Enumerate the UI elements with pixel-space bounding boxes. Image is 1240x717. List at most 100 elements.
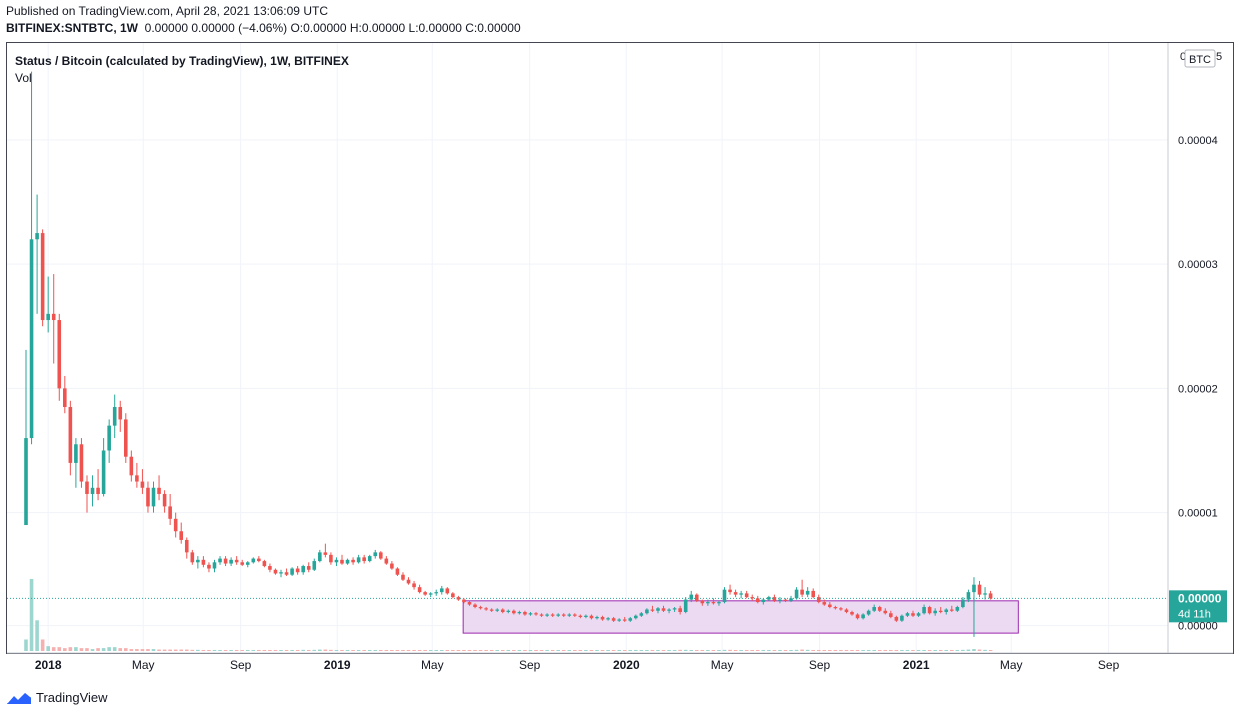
candle bbox=[362, 554, 366, 564]
time-axis-label: 2019 bbox=[324, 658, 351, 672]
candle-body bbox=[162, 493, 167, 507]
candle bbox=[556, 613, 560, 617]
candle-body bbox=[600, 616, 605, 620]
candle-body bbox=[811, 590, 816, 598]
candle bbox=[938, 607, 943, 614]
volume-bar bbox=[268, 650, 272, 651]
last-price-badge bbox=[1169, 590, 1227, 623]
candle-body bbox=[245, 562, 250, 565]
candle bbox=[173, 512, 178, 538]
candle bbox=[889, 610, 893, 619]
volume-bar bbox=[74, 647, 78, 651]
candle-body bbox=[157, 487, 161, 494]
volume-bar bbox=[988, 650, 993, 651]
candle-body bbox=[977, 584, 982, 595]
last-price-label: 0.00000 bbox=[1178, 591, 1222, 605]
volume-bar bbox=[334, 650, 339, 651]
candle bbox=[284, 568, 289, 576]
candle bbox=[229, 557, 233, 567]
tradingview-brand[interactable]: TradingView bbox=[6, 690, 108, 705]
candle-body bbox=[262, 561, 267, 567]
candle-body bbox=[528, 613, 533, 615]
candle bbox=[728, 584, 732, 595]
time-axis-label: Sep bbox=[1098, 658, 1120, 672]
candle bbox=[933, 608, 937, 616]
volume-bar bbox=[434, 650, 439, 651]
volume-bar bbox=[157, 649, 161, 651]
candle bbox=[789, 595, 793, 603]
candle-body bbox=[90, 487, 95, 494]
volume-bar bbox=[589, 650, 594, 651]
candle bbox=[877, 605, 882, 613]
candle bbox=[822, 599, 827, 606]
volume-bar bbox=[184, 649, 189, 651]
volume-bar bbox=[412, 650, 416, 651]
volume-bar bbox=[229, 650, 233, 651]
candle bbox=[584, 614, 588, 619]
candle-body bbox=[578, 615, 583, 617]
volume-bar bbox=[866, 650, 871, 651]
candle-body bbox=[85, 481, 89, 494]
volume-bar bbox=[828, 650, 832, 651]
price-axis-label: 0.00002 bbox=[1178, 383, 1218, 395]
symbol-label: BITFINEX:SNTBTC, 1W bbox=[6, 21, 138, 35]
volume-bar bbox=[556, 650, 560, 651]
volume-bar bbox=[855, 650, 860, 651]
candle-body bbox=[866, 610, 871, 615]
candle bbox=[927, 605, 932, 615]
time-axis-label: Sep bbox=[809, 658, 831, 672]
candle bbox=[523, 610, 527, 616]
candle-body bbox=[606, 618, 610, 620]
last-price-line-layer: 0.00000 4d 11h bbox=[7, 590, 1227, 623]
candle-body bbox=[240, 562, 245, 565]
volume-bar bbox=[29, 579, 34, 651]
candle bbox=[534, 612, 538, 616]
legend-vol: Vol bbox=[15, 71, 32, 85]
candle bbox=[988, 590, 993, 600]
volume-bar bbox=[500, 650, 505, 651]
candle bbox=[96, 469, 100, 501]
candle bbox=[545, 613, 549, 617]
candle bbox=[949, 605, 954, 613]
candle bbox=[645, 608, 649, 615]
candle-body bbox=[567, 614, 572, 616]
volume-bar bbox=[340, 650, 344, 651]
candle bbox=[678, 605, 682, 615]
volume-bar bbox=[118, 648, 123, 651]
candle-body bbox=[550, 614, 555, 616]
volume-bar bbox=[700, 650, 705, 651]
candle bbox=[722, 587, 727, 604]
candle-body bbox=[922, 607, 926, 614]
candle bbox=[711, 598, 716, 605]
candle-body bbox=[63, 388, 67, 408]
candle bbox=[656, 607, 660, 614]
time-axis-label: May bbox=[1000, 658, 1023, 672]
candle bbox=[900, 614, 904, 622]
volume-bar bbox=[373, 650, 378, 651]
volume-bar bbox=[273, 650, 278, 651]
candle-body bbox=[872, 607, 876, 611]
candle bbox=[484, 607, 488, 611]
volume-bar bbox=[595, 650, 599, 651]
candle-body bbox=[717, 602, 721, 604]
volume-bar bbox=[318, 649, 322, 651]
candle bbox=[306, 562, 311, 573]
candle-body bbox=[916, 613, 921, 616]
candle-body bbox=[573, 614, 577, 616]
candle bbox=[279, 569, 283, 578]
candle bbox=[401, 572, 405, 581]
candle-body bbox=[351, 559, 355, 563]
volume-bar bbox=[495, 650, 500, 651]
volume-bar bbox=[279, 650, 283, 651]
candle bbox=[983, 587, 987, 600]
candle-body bbox=[678, 608, 682, 613]
candle-body bbox=[423, 592, 427, 595]
candle bbox=[135, 462, 139, 488]
candle-body bbox=[79, 444, 84, 482]
candle-body bbox=[844, 609, 849, 613]
tradingview-logo-icon bbox=[6, 690, 32, 704]
candle bbox=[489, 608, 494, 613]
candle bbox=[162, 490, 167, 513]
volume-bar bbox=[201, 650, 206, 651]
